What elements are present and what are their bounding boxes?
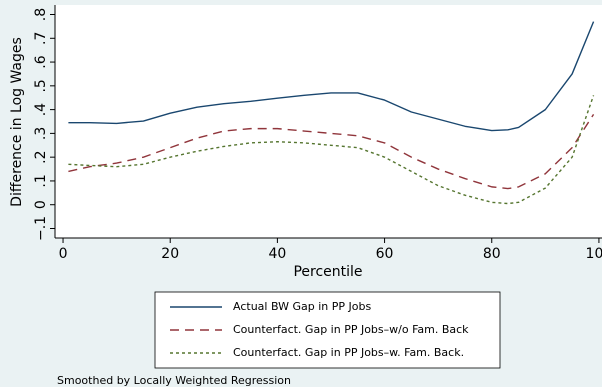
y-tick-label: .7: [33, 32, 49, 45]
series-line: [68, 113, 595, 190]
legend-label: Actual BW Gap in PP Jobs: [233, 300, 371, 313]
y-tick-label: .2: [33, 150, 49, 163]
legend: [154, 291, 501, 369]
note: Smoothed by Locally Weighted Regression: [57, 374, 291, 387]
x-tick-label: 20: [161, 246, 179, 262]
x-tick-label: 60: [376, 246, 394, 262]
plot-area: [55, 5, 602, 238]
y-tick-label: .4: [33, 103, 49, 116]
y-tick-label: .3: [33, 127, 49, 140]
y-tick-label: .8: [33, 8, 49, 21]
y-axis-title: Difference in Log Wages: [9, 37, 25, 207]
x-tick-label: 80: [483, 246, 501, 262]
x-axis-title: Percentile: [293, 264, 362, 280]
series-line: [68, 21, 595, 132]
y-tick-label: −.1: [33, 216, 49, 241]
y-tick-label: .1: [33, 174, 49, 187]
series-line: [68, 95, 595, 205]
x-tick-label: 40: [268, 246, 286, 262]
y-tick-label: .5: [33, 79, 49, 92]
x-tick-label: 0: [59, 246, 68, 262]
y-tick-label: 0: [33, 200, 49, 209]
y-tick-label: .6: [33, 55, 49, 68]
legend-label: Counterfact. Gap in PP Jobs–w. Fam. Back…: [233, 346, 464, 359]
x-tick-label: 100: [586, 246, 602, 262]
legend-label: Counterfact. Gap in PP Jobs–w/o Fam. Bac…: [233, 323, 469, 336]
